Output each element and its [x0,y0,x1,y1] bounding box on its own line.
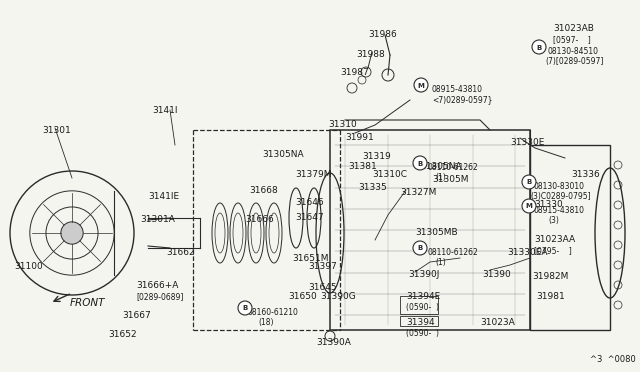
Text: 31988: 31988 [356,50,385,59]
Text: B: B [417,160,422,167]
Text: 31390: 31390 [482,270,511,279]
Bar [330,130,530,330]
Text: B: B [536,45,541,51]
Text: B: B [526,180,532,186]
Text: 31991: 31991 [345,133,374,142]
Text: 31381: 31381 [348,162,377,171]
Text: 31335: 31335 [358,183,387,192]
Bar [400,296,438,314]
Text: 31330EA: 31330EA [507,248,547,257]
Text: 31327M: 31327M [400,188,436,197]
Text: 31652: 31652 [108,330,136,339]
Text: 31390G: 31390G [320,292,356,301]
Text: 08160-61210: 08160-61210 [248,308,299,317]
Circle shape [61,222,83,244]
Text: 31305NA: 31305NA [420,162,461,171]
Text: 31668: 31668 [249,186,278,195]
Text: M: M [525,203,532,209]
Text: 31666: 31666 [245,215,274,224]
Text: <7)0289-0597}: <7)0289-0597} [432,95,493,104]
Text: [0289-0689]: [0289-0689] [136,292,184,301]
Text: ^3  ^0080: ^3 ^0080 [590,355,636,364]
Text: 08915-43810: 08915-43810 [534,206,585,215]
Bar [400,316,438,326]
Text: 31982M: 31982M [532,272,568,281]
Text: B: B [417,246,422,251]
Text: (7)[0289-0597]: (7)[0289-0597] [545,57,604,66]
Text: M: M [417,83,424,89]
Text: 31023AB: 31023AB [553,24,594,33]
Text: 31330E: 31330E [510,138,545,147]
Circle shape [413,156,427,170]
Text: (1): (1) [435,173,445,182]
Text: [0795-    ]: [0795- ] [534,246,572,255]
Text: 31986: 31986 [368,30,397,39]
Text: 3141lE: 3141lE [148,192,179,201]
Text: 31662: 31662 [166,248,195,257]
Text: 31023A: 31023A [480,318,515,327]
Text: 08110-61262: 08110-61262 [428,163,479,172]
Circle shape [238,301,252,315]
Text: 31305M: 31305M [432,175,468,184]
Text: (0590-  ): (0590- ) [406,303,439,312]
Text: 31310: 31310 [328,120,356,129]
Text: (3)C0289-0795]: (3)C0289-0795] [530,192,591,201]
Text: 31667: 31667 [122,311,151,320]
Circle shape [522,199,536,213]
Text: 31023AA: 31023AA [534,235,575,244]
Text: 31666+A: 31666+A [136,281,179,290]
Text: 08130-84510: 08130-84510 [548,47,599,56]
Text: FRONT: FRONT [70,298,106,308]
Text: 08110-61262: 08110-61262 [428,248,479,257]
Text: 31390A: 31390A [316,338,351,347]
Text: B: B [243,305,248,311]
Text: 31646: 31646 [295,198,324,207]
Text: 31336: 31336 [571,170,600,179]
Text: 31394E: 31394E [406,292,440,301]
Text: (1): (1) [435,258,445,267]
Text: 31394: 31394 [406,318,435,327]
Text: 31305NA: 31305NA [262,150,303,159]
Text: 31330: 31330 [534,200,563,209]
Text: 31647: 31647 [295,213,324,222]
Text: 31310C: 31310C [372,170,407,179]
Circle shape [522,175,536,189]
Text: (18): (18) [258,318,273,327]
Text: 31319: 31319 [362,152,391,161]
Text: (0590-  ): (0590- ) [406,329,439,338]
Circle shape [413,241,427,255]
Text: 31379M: 31379M [295,170,332,179]
Circle shape [532,40,546,54]
Text: [0597-    ]: [0597- ] [553,35,591,44]
Circle shape [414,78,428,92]
Text: 31390J: 31390J [408,270,440,279]
Text: 31397: 31397 [308,262,337,271]
Text: 31650: 31650 [288,292,317,301]
Text: 3141l: 3141l [152,106,177,115]
Bar [530,145,610,330]
Text: (3): (3) [548,216,559,225]
Text: 31987: 31987 [340,68,369,77]
Text: 31645: 31645 [308,283,337,292]
Text: 31651M: 31651M [292,254,328,263]
Text: 31981: 31981 [536,292,564,301]
Text: 08130-83010: 08130-83010 [534,182,585,191]
Text: 31100: 31100 [14,262,43,271]
Text: 31305MB: 31305MB [415,228,458,237]
Text: 31301: 31301 [42,126,71,135]
Text: 31301A: 31301A [140,215,175,224]
Text: 08915-43810: 08915-43810 [432,85,483,94]
